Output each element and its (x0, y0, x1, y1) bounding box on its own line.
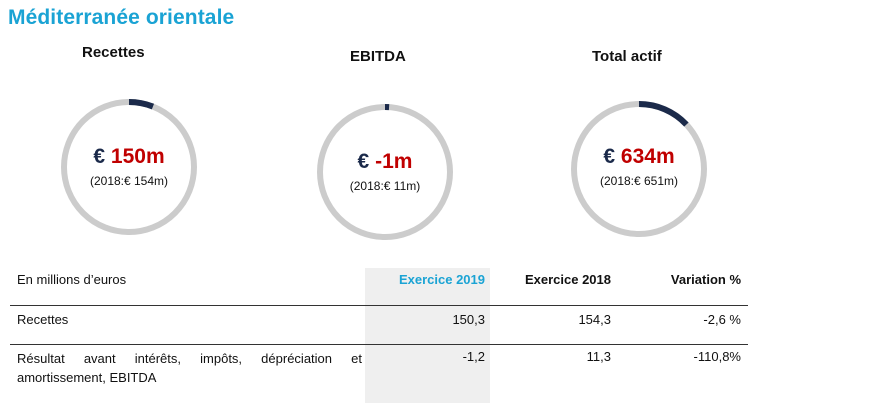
donut-ebitda: € -1m (2018:€ 11m) (315, 102, 455, 242)
currency-symbol: € (93, 145, 106, 168)
row-label-ebitda: Résultat avant intérêts, impôts, dépréci… (17, 351, 362, 385)
donut-progress (571, 101, 707, 237)
donut-progress (61, 99, 197, 235)
row-recettes-2018: 154,3 (578, 312, 611, 327)
header-2019: Exercice 2019 (398, 272, 485, 287)
header-2018: Exercice 2018 (524, 272, 611, 287)
kpi-amount: 634m (620, 145, 675, 168)
kpi-amount: 150m (110, 145, 165, 168)
row-recettes-2019: 150,3 (452, 312, 485, 327)
kpi-amount: -1m (375, 150, 413, 173)
kpi-value-recettes: € 150m (59, 145, 199, 169)
row-ebitda-2019: -1,2 (462, 349, 485, 364)
donut-ring-recettes (61, 99, 197, 235)
unit-label: En millions d’euros (17, 272, 127, 287)
row-recettes-variation: -2,6 % (703, 312, 741, 327)
page-title: Méditerranée orientale (8, 6, 235, 29)
row-label-recettes: Recettes (17, 312, 69, 327)
kpi-previous-recettes: (2018:€ 154m) (89, 174, 169, 188)
row-ebitda-variation: -110,8% (693, 349, 741, 364)
donut-progress (317, 104, 453, 240)
kpi-value-total-actif: € 634m (569, 145, 709, 169)
kpi-previous-total-actif: (2018:€ 651m) (599, 174, 679, 188)
row-ebitda-2018: 11,3 (586, 349, 611, 364)
donut-recettes: € 150m (2018:€ 154m) (59, 97, 199, 237)
currency-symbol: € (603, 145, 616, 168)
kpi-label-recettes: Recettes (82, 44, 145, 61)
kpi-label-ebitda: EBITDA (350, 48, 406, 65)
kpi-previous-ebitda: (2018:€ 11m) (349, 179, 421, 193)
donut-total-actif: € 634m (2018:€ 651m) (569, 99, 709, 239)
header-variation: Variation % (670, 272, 741, 287)
donut-ring-ebitda (317, 104, 453, 240)
highlight-column-2019 (365, 268, 490, 403)
table-divider (10, 305, 748, 306)
currency-symbol: € (357, 150, 370, 173)
kpi-value-ebitda: € -1m (315, 150, 455, 174)
donut-ring-total-actif (571, 101, 707, 237)
kpi-label-total-actif: Total actif (592, 48, 662, 65)
table-divider (10, 344, 748, 345)
